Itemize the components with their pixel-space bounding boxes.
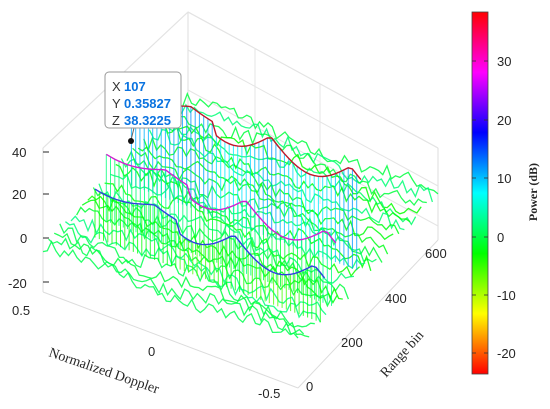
surface-ridge [154,120,411,223]
surface-ridge [148,128,405,231]
y-tick-label: 0 [306,379,313,394]
surface-ridge [120,158,377,263]
surface-ridge [87,195,343,300]
datatip-x-key: X [112,79,121,94]
colorbar-tick-label: 10 [497,171,511,186]
datatip-box [104,71,182,129]
datatip-marker [128,138,134,144]
surface-ridge [42,240,299,339]
datatip[interactable]: X 107 Y 0.35827 Z 38.3225 [104,71,182,144]
x-axis-label: Normalized Doppler [47,346,161,398]
colorbar-label: Power (dB) [526,163,540,221]
y-tick-label: 400 [385,291,407,306]
surface-ridge [137,146,394,241]
colorbar: 30 20 10 0 -10 -20 Power (dB) [471,11,540,375]
z-axis-ticks: 40 20 0 -20 [8,145,27,291]
datatip-y-key: Y [112,96,121,111]
y-tick-label: 200 [341,335,363,350]
datatip-z-key: Z [112,113,120,128]
datatip-pointer [130,127,135,141]
surface-ridge [182,91,439,195]
target-curtain [94,188,326,323]
z-tick-label: -20 [8,276,27,291]
datatip-x-value: 107 [124,79,146,94]
grid-line [187,11,439,149]
x-axis-ticks: 0.5 0 -0.5 [12,303,280,401]
x-tick-label: -0.5 [258,386,280,401]
surface-ridge [115,163,372,271]
datatip-y-value: 0.35827 [124,96,171,111]
y-axis-label: Range bin [378,328,427,381]
surface-ridge [70,215,327,316]
grid [42,11,439,283]
y-axis-ticks: 0 200 400 600 [306,246,447,394]
surface-plot [42,90,439,339]
colorbar-tick-label: 0 [497,230,504,245]
z-tick-label: 0 [20,231,27,246]
colorbar-tick-label: -10 [497,288,516,303]
x-tick-label: 0 [148,344,155,359]
grid-line [187,49,439,187]
curtain-top-edge [105,153,337,244]
surface-ridge [176,103,434,203]
y-tick-label: 600 [425,246,447,261]
box-edge [42,291,299,389]
x-tick-label: 0.5 [12,303,30,318]
colorbar-tick-label: 20 [497,113,511,128]
box-edge [297,239,439,389]
datatip-z-value: 38.3225 [124,113,171,128]
surface-ridge [59,223,315,328]
z-tick-label: 40 [12,145,26,160]
surface-ridge [48,237,305,336]
colorbar-gradient [471,11,489,375]
grid-line [187,89,439,227]
colorbar-tick-label: -20 [497,346,516,361]
z-tick-label: 20 [12,187,26,202]
surface-ridge [165,111,422,215]
colorbar-tick-label: 30 [497,54,511,69]
colorbar-ticks [472,60,488,354]
target-curtain [105,153,337,306]
surface-ridge [132,147,389,255]
curtain-top-edge [94,188,326,279]
